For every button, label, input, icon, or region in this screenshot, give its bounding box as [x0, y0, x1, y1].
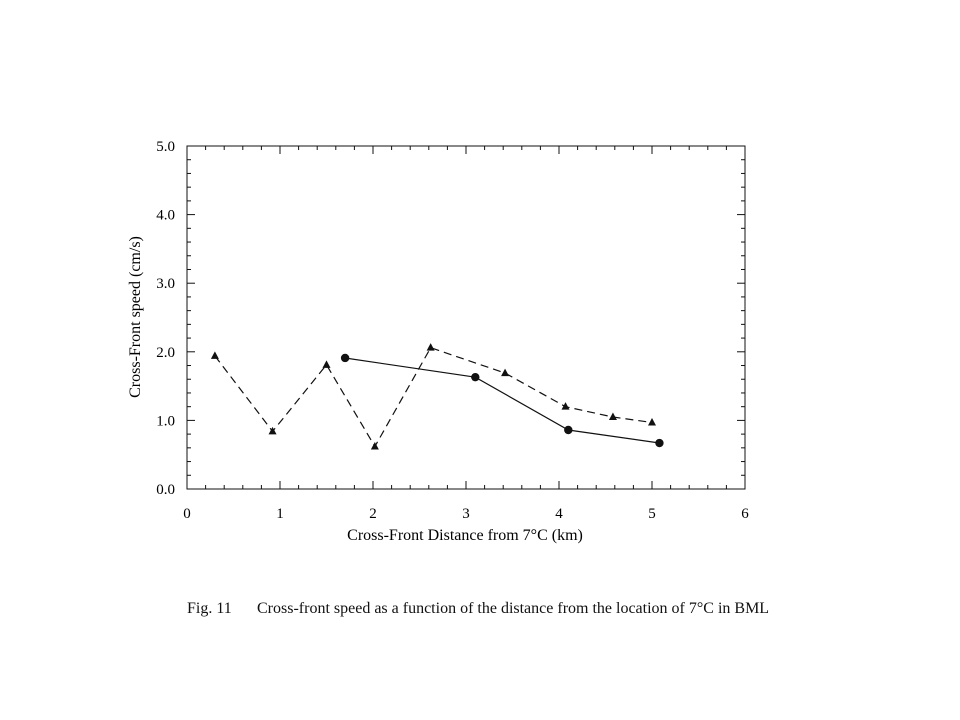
series-1-point [370, 441, 379, 450]
series-1-line [214, 346, 653, 448]
y-tick-label: 1.0 [156, 413, 175, 429]
figure-caption: Fig. 11 Cross-front speed as a function o… [187, 600, 887, 618]
series-2-point [564, 425, 573, 435]
y-tick-label: 4.0 [156, 208, 175, 224]
series-1-point [561, 402, 570, 410]
y-tick-label: 5.0 [156, 139, 175, 155]
chart-series [210, 343, 664, 450]
y-tick-label: 2.0 [156, 345, 175, 361]
series-2-point [471, 372, 480, 382]
x-tick-label: 4 [555, 506, 563, 522]
series-2-line [345, 357, 660, 444]
x-tick-label: 5 [648, 506, 656, 522]
x-tick-label: 0 [183, 506, 191, 522]
series-1-point [322, 360, 331, 368]
plot-frame [186, 145, 746, 490]
series-2-point [340, 353, 350, 363]
y-axis-label: Cross-Front speed (cm/s) [127, 236, 144, 398]
x-axis-label: Cross-Front Distance from 7°C (km) [347, 527, 583, 544]
x-tick-label: 2 [369, 506, 377, 522]
figure-number: Fig. 11 [187, 600, 232, 617]
series-2-point [655, 438, 664, 448]
series-1-point [608, 412, 617, 420]
y-tick-label: 3.0 [156, 276, 175, 292]
series-1-point [210, 351, 219, 359]
figure-caption-text: Cross-front speed as a function of the d… [257, 600, 770, 617]
y-tick-label: 0.0 [156, 482, 175, 498]
series-1-point [648, 417, 656, 426]
x-tick-label: 3 [462, 506, 470, 522]
x-tick-label: 6 [741, 506, 749, 522]
series-1-point [268, 426, 277, 435]
series-1-point [501, 368, 510, 377]
series-1-point [426, 343, 435, 351]
chart-axes: 0 1 2 3 4 5 6 0.0 1.0 2.0 3.0 4.0 5.0 [156, 139, 749, 522]
x-tick-label: 1 [276, 506, 284, 522]
